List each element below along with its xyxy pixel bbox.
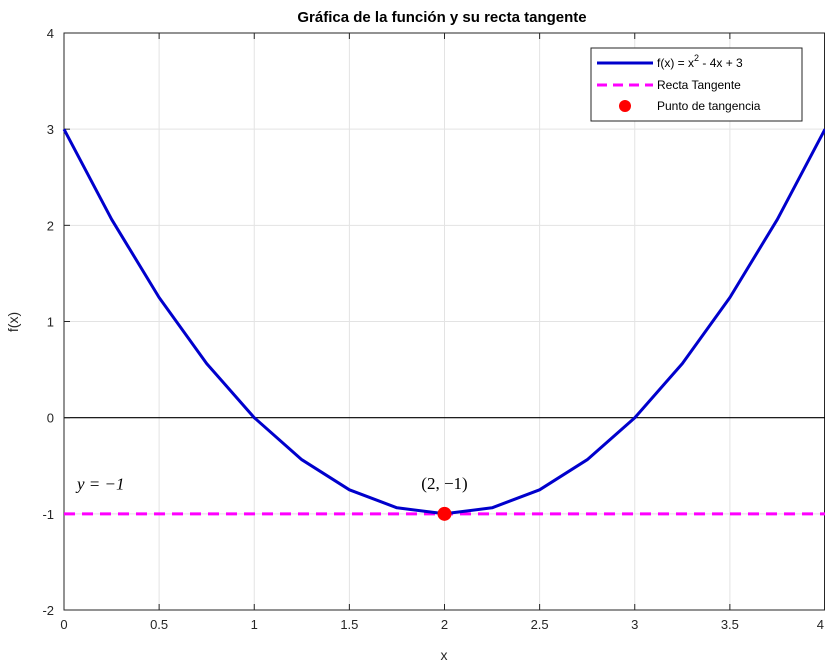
- legend-swatch-point: [619, 100, 631, 112]
- legend-label-tangent: Recta Tangente: [657, 78, 741, 92]
- x-tick-label: 1: [251, 617, 258, 632]
- y-tick-label: 3: [47, 122, 54, 137]
- y-tick-label: -2: [42, 603, 54, 618]
- y-tick-label: 1: [47, 315, 54, 330]
- y-tick-label: 2: [47, 218, 54, 233]
- x-tick-label: 0.5: [150, 617, 168, 632]
- annotation-layer: y = −1 (2, −1): [75, 474, 468, 494]
- y-tick-label: 4: [47, 26, 54, 41]
- series-layer: [62, 128, 825, 521]
- y-axis-label: f(x): [5, 312, 21, 332]
- x-tick-label: 2.5: [531, 617, 549, 632]
- legend: f(x) = x2 - 4x + 3 Recta Tangente Punto de…: [590, 47, 803, 122]
- x-tick-label: 2: [441, 617, 448, 632]
- y-tick-label: 0: [47, 411, 54, 426]
- x-axis-label: x: [441, 647, 448, 663]
- tangency-point-marker: [437, 506, 452, 521]
- x-tick-label: 4: [817, 617, 824, 632]
- x-tick-label: 3: [631, 617, 638, 632]
- y-tick-label: -1: [42, 507, 54, 522]
- chart-title: Gráfica de la función y su recta tangent…: [297, 9, 586, 26]
- x-tick-label: 0: [60, 617, 67, 632]
- legend-label-function: f(x) = x2 - 4x + 3: [657, 53, 743, 70]
- legend-label-point: Punto de tangencia: [657, 99, 761, 113]
- axis-ticks: 0 0.5 1 1.5 2 2.5 3 3.5 4 -2 -1 0 1 2 3 4: [42, 26, 825, 632]
- tangent-line-annotation: y = −1: [75, 474, 125, 493]
- x-tick-label: 3.5: [721, 617, 739, 632]
- x-tick-label: 1.5: [340, 617, 358, 632]
- tangency-point-annotation: (2, −1): [421, 474, 467, 493]
